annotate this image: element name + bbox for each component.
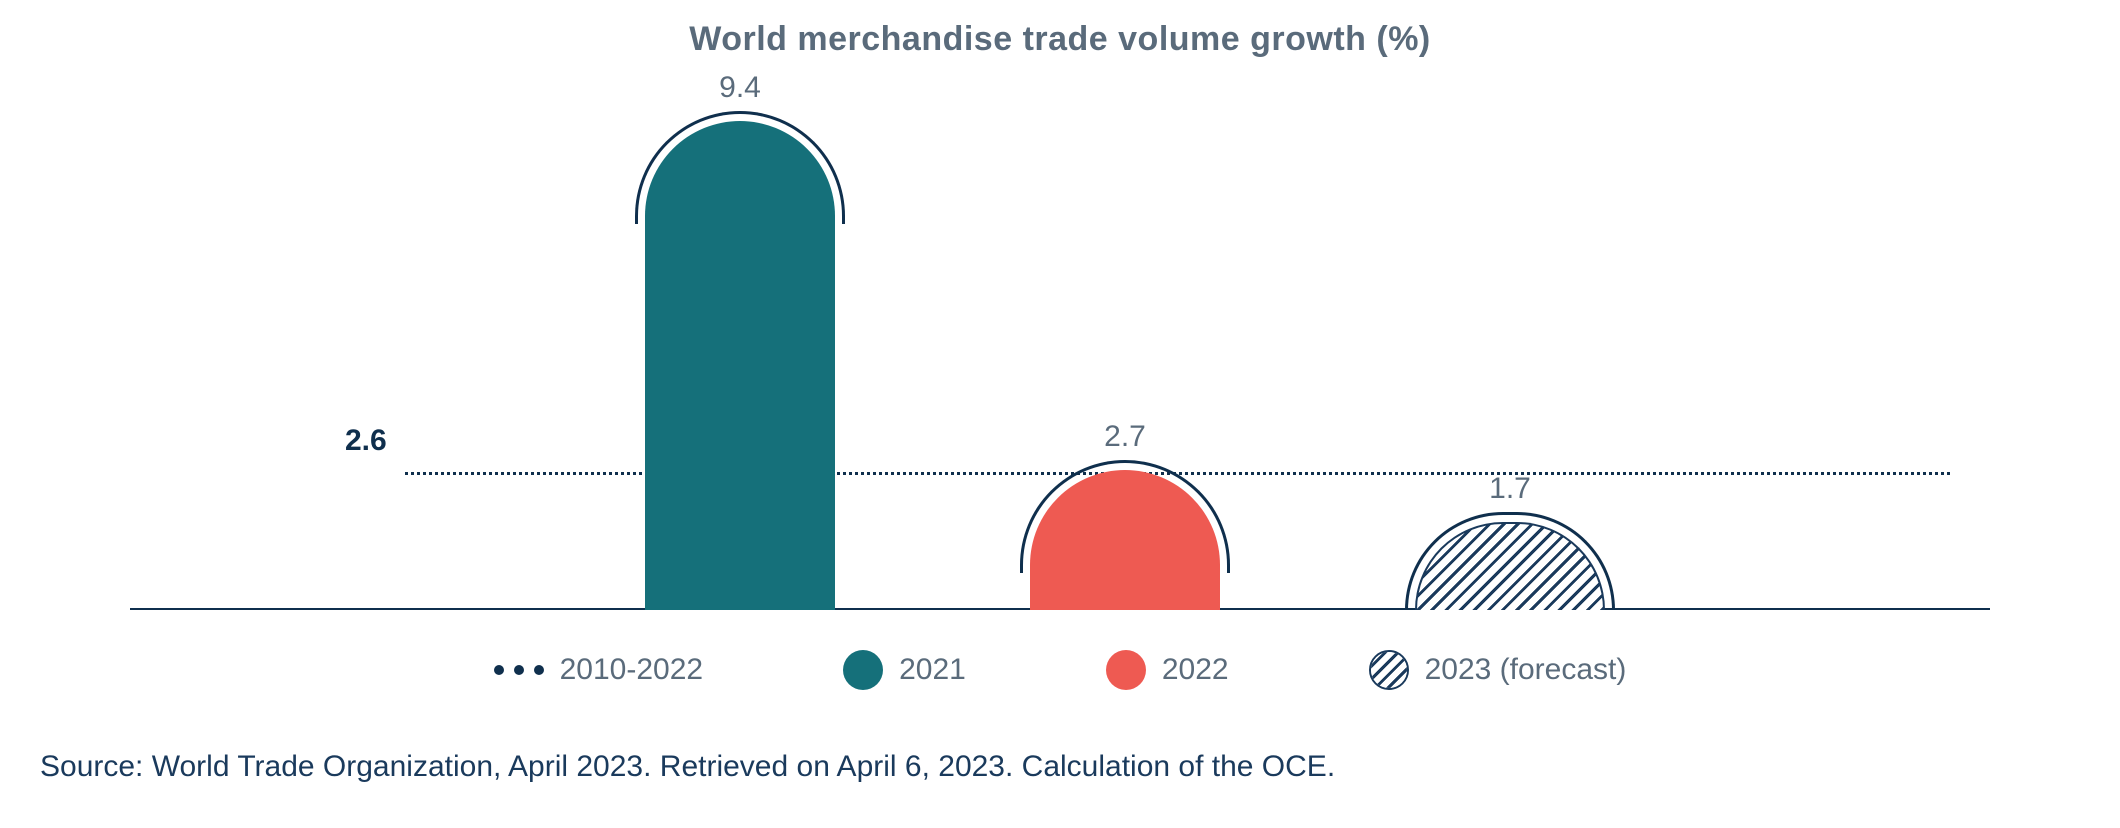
plot-area: 2.6 9.42.71.7 [130, 90, 1990, 610]
chart-container: World merchandise trade volume growth (%… [0, 0, 2120, 828]
source-caption: Source: World Trade Organization, April … [40, 750, 1335, 784]
legend: 2010-2022 2021 2022 2023 (forecast) [0, 650, 2120, 690]
legend-2022: 2022 [1106, 650, 1229, 690]
legend-2023-swatch [1369, 650, 1409, 690]
bar-2021-outline [635, 111, 845, 224]
reference-line-label: 2.6 [345, 424, 387, 458]
legend-avg-label: 2010-2022 [560, 653, 703, 687]
bar-2022: 2.7 [1030, 410, 1220, 610]
bar-2023-outline [1405, 512, 1615, 610]
bar-2023: 1.7 [1415, 462, 1605, 610]
legend-2021-swatch [843, 650, 883, 690]
bar-2022-outline [1020, 460, 1230, 573]
bar-2021: 9.4 [645, 61, 835, 610]
legend-2021: 2021 [843, 650, 966, 690]
bar-2021-value-label: 9.4 [719, 71, 761, 105]
legend-2021-label: 2021 [899, 653, 966, 687]
legend-2022-label: 2022 [1162, 653, 1229, 687]
legend-avg-swatch [494, 665, 544, 675]
legend-2023-label: 2023 (forecast) [1425, 653, 1627, 687]
chart-title: World merchandise trade volume growth (%… [0, 20, 2120, 59]
legend-2023: 2023 (forecast) [1369, 650, 1627, 690]
legend-avg: 2010-2022 [494, 653, 703, 687]
bar-2022-value-label: 2.7 [1104, 420, 1146, 454]
bar-2023-value-label: 1.7 [1489, 472, 1531, 506]
legend-2022-swatch [1106, 650, 1146, 690]
